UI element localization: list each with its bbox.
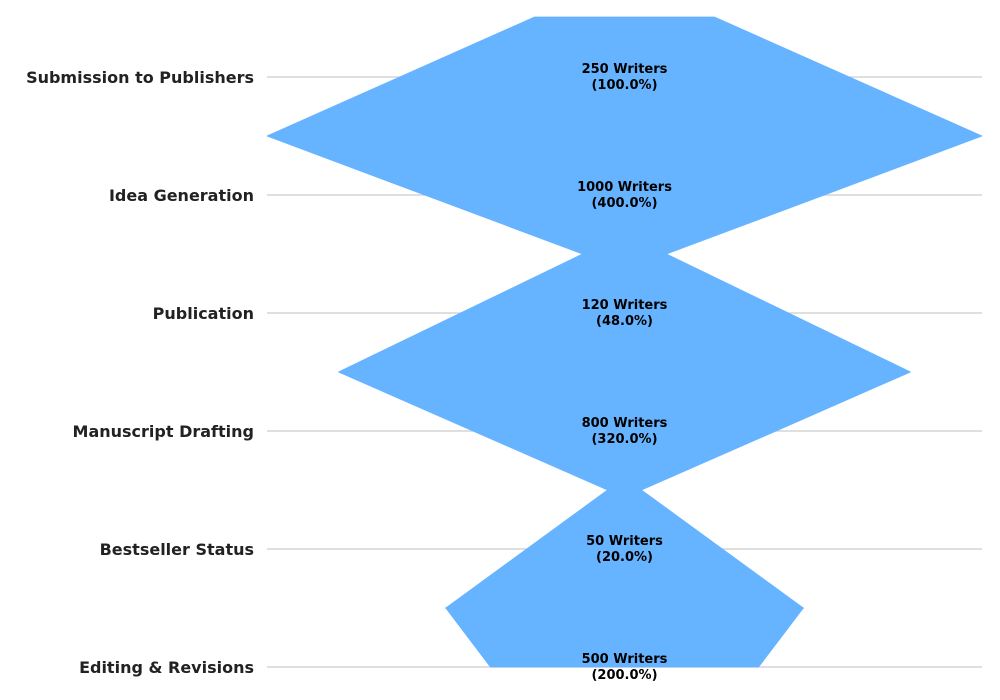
percent-label: (100.0%) [591,78,657,93]
value-label: 50 Writers [586,534,663,549]
percent-label: (48.0%) [596,314,653,329]
percent-label: (20.0%) [596,550,653,565]
funnel-segments [266,16,983,668]
category-labels: Submission to Publishers Idea Generation P… [26,68,254,677]
percent-label: (400.0%) [591,196,657,211]
value-label: 1000 Writers [577,180,672,195]
percent-label: (200.0%) [591,668,657,683]
category-label: Idea Generation [109,186,254,205]
category-label: Publication [153,304,254,323]
percent-label: (320.0%) [591,432,657,447]
value-label: 500 Writers [582,652,668,667]
category-label: Bestseller Status [100,540,254,559]
value-label: 120 Writers [582,298,668,313]
category-label: Editing & Revisions [79,658,254,677]
value-label: 250 Writers [582,62,668,77]
category-label: Manuscript Drafting [73,422,254,441]
value-label: 800 Writers [582,416,668,431]
funnel-segment [444,607,805,668]
value-labels: 250 Writers(100.0%) 1000 Writers(400.0%) 1… [577,62,672,683]
category-label: Submission to Publishers [26,68,254,87]
